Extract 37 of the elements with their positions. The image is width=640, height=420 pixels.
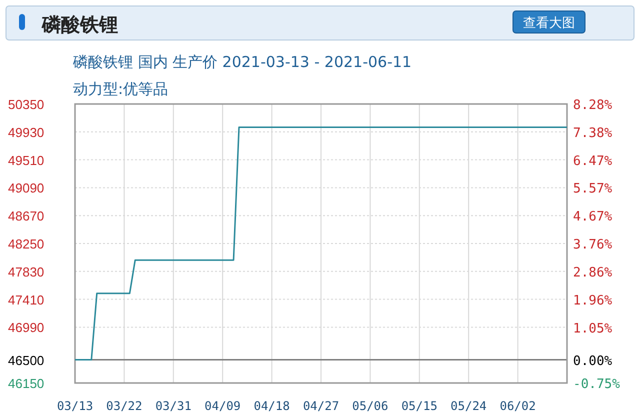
y-tick-label: 48670 — [8, 208, 44, 224]
y2-tick-label: 2.86% — [573, 265, 612, 280]
y2-tick-label: 3.76% — [573, 238, 612, 253]
y2-tick-label: 4.67% — [573, 210, 612, 225]
y2-tick-label: 1.05% — [573, 321, 612, 336]
chart-title: 磷酸铁锂 — [41, 14, 118, 36]
x-tick-label: 03/31 — [155, 399, 192, 413]
x-tick-label: 05/24 — [450, 399, 487, 413]
x-tick-label: 04/27 — [302, 399, 340, 413]
y-tick-label: 49510 — [8, 152, 44, 168]
y-tick-label: 49930 — [8, 124, 44, 140]
y2-tick-label: 5.57% — [573, 182, 612, 197]
x-tick-label: 05/06 — [352, 399, 388, 413]
y2-tick-label: 7.38% — [573, 126, 612, 141]
x-tick-label: 03/13 — [56, 399, 94, 413]
y2-tick-label: 8.28% — [573, 98, 612, 113]
line-series — [74, 126, 568, 360]
y-tick-label: 46150 — [8, 376, 44, 391]
y-tick-label: 46500 — [8, 352, 44, 368]
y2-tick-label: -0.75% — [573, 377, 620, 392]
text: 动力型:优等品 — [73, 80, 168, 98]
chart-subtitle: 磷酸铁锂 国内 生产价 2021-03-13 - 2021-06-11 — [72, 53, 412, 71]
y-tick-label: 47410 — [8, 292, 44, 308]
y-tick-label: 46990 — [8, 320, 44, 336]
y-tick-label: 48250 — [8, 236, 44, 252]
text: 查看大图 — [523, 16, 575, 31]
x-tick-label: 04/18 — [254, 399, 290, 413]
x-tick-label: 03/22 — [106, 399, 142, 413]
y2-tick-label: 0.00% — [573, 354, 612, 369]
x-tick-label: 06/02 — [500, 399, 536, 413]
y2-tick-label: 6.47% — [573, 154, 612, 169]
y-tick-label: 50350 — [8, 97, 44, 112]
y2-tick-label: 1.96% — [573, 293, 612, 308]
y-tick-label: 47830 — [8, 264, 44, 280]
y-tick-label: 49090 — [8, 180, 44, 196]
x-tick-label: 05/15 — [401, 399, 438, 413]
x-tick-label: 04/09 — [204, 399, 241, 413]
